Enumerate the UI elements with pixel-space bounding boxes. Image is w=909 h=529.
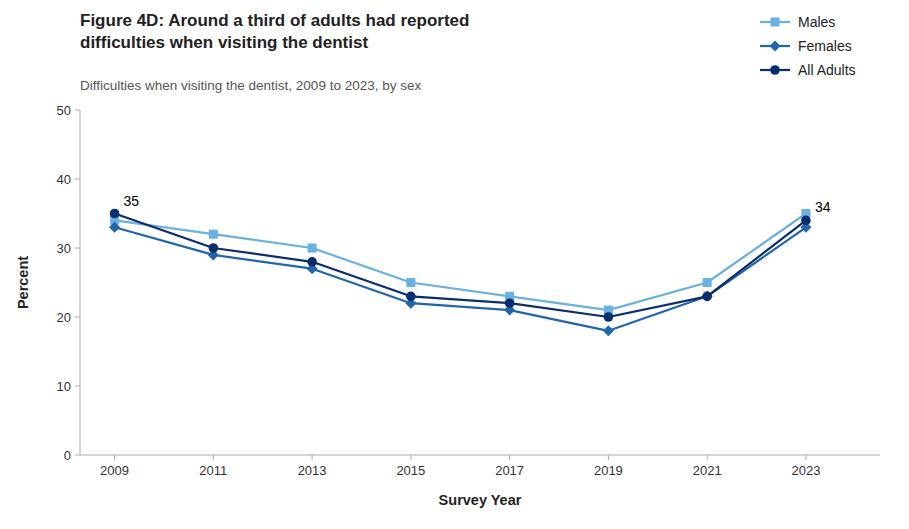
axes: 2009 2011 2013 2015 2017 2019 2021 2023 0 10 20 30 4…: [57, 103, 880, 479]
y-tick-label: 0: [64, 448, 71, 463]
legend-marker: [771, 18, 780, 27]
data-point: [505, 298, 515, 308]
data-point: [308, 244, 317, 253]
x-tick-label: 2017: [495, 463, 524, 478]
legend: Males Females All Adults: [760, 14, 856, 78]
chart-svg: Figure 4D: Around a third of adults had …: [0, 0, 909, 529]
x-tick-label: 2009: [100, 463, 129, 478]
x-tick: [707, 455, 708, 460]
y-tick-label: 40: [57, 172, 71, 187]
title: Figure 4D: Around a third of adults had …: [80, 11, 469, 52]
y-tick-label: 50: [57, 103, 71, 118]
data-point: [801, 216, 811, 226]
series: [109, 222, 811, 336]
x-tick: [213, 455, 214, 460]
y-tick-label: 10: [57, 379, 71, 394]
data-point: [209, 230, 218, 239]
y-tick: [75, 110, 80, 111]
subtitle: Difficulties when visiting the dentist, …: [80, 78, 421, 93]
data-point: [406, 292, 416, 302]
x-tick: [312, 455, 313, 460]
series-line: [115, 214, 806, 311]
x-tick-label: 2011: [199, 463, 227, 478]
data-point: [703, 278, 712, 287]
annotation: 34: [815, 199, 831, 215]
data-point: [406, 278, 415, 287]
x-tick: [114, 455, 115, 460]
y-tick: [75, 386, 80, 387]
annotation: 35: [124, 193, 140, 209]
data-point: [110, 209, 120, 219]
y-tick: [75, 455, 80, 456]
x-tick-label: 2019: [594, 463, 623, 478]
y-axis-line: [80, 110, 81, 455]
data-point: [109, 222, 120, 233]
annotations: 35 34: [124, 193, 831, 216]
x-tick-label: 2021: [693, 463, 722, 478]
data-point: [209, 243, 219, 253]
title-line: difficulties when visiting the dentist: [80, 33, 368, 52]
x-tick-label: 2023: [791, 463, 820, 478]
title-line: Figure 4D: Around a third of adults had …: [80, 11, 469, 30]
y-tick: [75, 179, 80, 180]
x-tick-label: 2013: [298, 463, 327, 478]
data-point: [702, 292, 712, 302]
legend-label: Females: [798, 38, 852, 54]
x-axis-line: [80, 455, 880, 456]
plot-area: [109, 209, 811, 337]
y-tick: [75, 317, 80, 318]
legend-label: All Adults: [798, 62, 856, 78]
y-tick-label: 20: [57, 310, 71, 325]
data-point: [603, 325, 614, 336]
legend-marker: [770, 41, 781, 52]
y-tick-label: 30: [57, 241, 71, 256]
legend-label: Males: [798, 14, 835, 30]
chart-container: Figure 4D: Around a third of adults had …: [0, 0, 909, 529]
y-axis-label: Percent: [15, 256, 31, 309]
series-line: [115, 227, 806, 330]
legend-marker: [770, 65, 780, 75]
x-tick: [805, 455, 806, 460]
x-axis-label: Survey Year: [439, 492, 522, 508]
x-tick: [608, 455, 609, 460]
x-tick-label: 2015: [396, 463, 425, 478]
data-point: [307, 257, 317, 267]
x-tick: [410, 455, 411, 460]
data-point: [604, 312, 614, 322]
series: [110, 209, 811, 322]
series-line: [115, 214, 806, 318]
x-tick: [509, 455, 510, 460]
y-tick: [75, 248, 80, 249]
